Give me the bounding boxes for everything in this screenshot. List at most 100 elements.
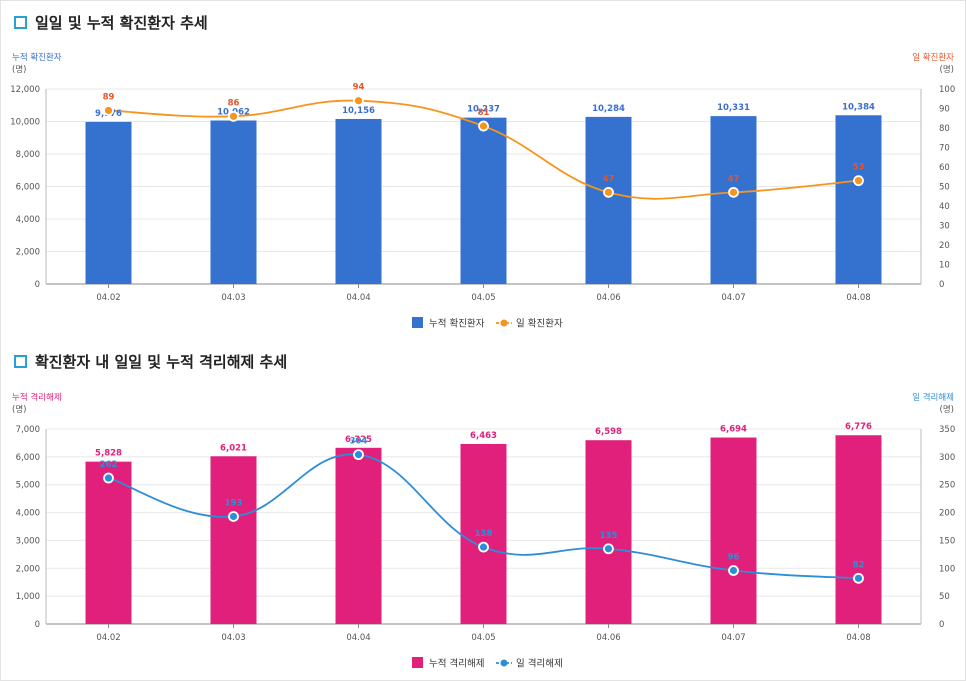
x-tick-label: 04.04 bbox=[346, 633, 370, 643]
legend-bar-swatch bbox=[412, 657, 423, 668]
line-data-label: 138 bbox=[475, 529, 493, 539]
bar bbox=[585, 116, 632, 284]
right-tick-label: 200 bbox=[939, 509, 955, 519]
right-tick-label: 20 bbox=[939, 241, 950, 251]
chart2-title: 확진환자 내 일일 및 누적 격리해제 추세 bbox=[14, 349, 287, 373]
left-tick-label: 12,000 bbox=[10, 85, 40, 95]
legend-line-marker bbox=[500, 319, 508, 327]
line-data-label: 82 bbox=[853, 560, 865, 570]
bar-data-label: 10,237 bbox=[467, 105, 500, 115]
bar-data-label: 6,694 bbox=[720, 425, 747, 435]
right-tick-label: 0 bbox=[939, 280, 944, 290]
bar bbox=[335, 118, 382, 284]
line-data-label: 47 bbox=[728, 174, 740, 184]
chart1: 누적 확진환자(명)일 확진환자(명)02,0004,0006,0008,000… bbox=[10, 52, 955, 330]
x-tick-label: 04.02 bbox=[96, 633, 120, 643]
line-data-label: 53 bbox=[853, 163, 865, 173]
legend-bar-swatch bbox=[412, 317, 423, 328]
left-tick-label: 2,000 bbox=[16, 248, 40, 258]
bar bbox=[710, 116, 757, 284]
left-tick-label: 10,000 bbox=[10, 118, 40, 128]
left-axis-title: 누적 확진환자 bbox=[12, 52, 62, 63]
bar bbox=[460, 443, 507, 624]
chart2-title-text: 확진환자 내 일일 및 누적 격리해제 추세 bbox=[35, 352, 288, 371]
x-tick-label: 04.07 bbox=[721, 293, 745, 303]
bar-data-label: 6,021 bbox=[220, 443, 247, 453]
right-axis-unit: (명) bbox=[940, 404, 954, 415]
left-tick-label: 6,000 bbox=[16, 453, 40, 463]
line-point bbox=[603, 186, 614, 198]
chart2: 누적 격리해제(명)일 격리해제(명)01,0002,0003,0004,000… bbox=[12, 392, 955, 670]
line-point bbox=[103, 105, 114, 116]
right-axis-title: 일 확진환자 bbox=[912, 52, 954, 63]
line-point bbox=[853, 572, 864, 584]
x-tick-label: 04.07 bbox=[721, 633, 745, 643]
bar-data-label: 6,325 bbox=[345, 435, 372, 445]
chart1-title: 일일 및 누적 확진환자 추세 bbox=[14, 10, 208, 34]
line-point bbox=[103, 472, 114, 484]
right-tick-label: 40 bbox=[939, 202, 950, 212]
x-tick-label: 04.06 bbox=[596, 633, 620, 643]
bar-data-label: 6,776 bbox=[845, 422, 872, 432]
bar bbox=[85, 121, 132, 284]
left-tick-label: 1,000 bbox=[16, 592, 40, 602]
left-axis-title: 누적 격리해제 bbox=[12, 392, 62, 403]
right-tick-label: 80 bbox=[939, 124, 950, 134]
line-point bbox=[853, 175, 864, 187]
left-tick-label: 6,000 bbox=[16, 183, 40, 193]
left-tick-label: 4,000 bbox=[16, 215, 40, 225]
line-point bbox=[353, 95, 364, 107]
right-axis-unit: (명) bbox=[940, 64, 954, 75]
chart1-title-text: 일일 및 누적 확진환자 추세 bbox=[35, 13, 208, 32]
line-point bbox=[478, 120, 489, 132]
right-tick-label: 50 bbox=[939, 592, 950, 602]
legend-line-label: 일 확진환자 bbox=[516, 318, 563, 330]
square-outline-icon bbox=[14, 354, 27, 368]
line-data-label: 86 bbox=[228, 98, 240, 108]
legend-line-marker bbox=[500, 659, 508, 667]
left-tick-label: 3,000 bbox=[16, 536, 40, 546]
x-tick-label: 04.04 bbox=[346, 293, 370, 303]
x-tick-label: 04.05 bbox=[471, 633, 495, 643]
bar bbox=[85, 461, 132, 624]
line-point bbox=[228, 511, 239, 522]
left-tick-label: 7,000 bbox=[16, 425, 40, 435]
bar bbox=[210, 456, 257, 624]
x-tick-label: 04.03 bbox=[221, 293, 245, 303]
line-point bbox=[353, 449, 364, 461]
bar bbox=[460, 117, 507, 285]
bar-data-label: 6,463 bbox=[470, 431, 497, 441]
bar bbox=[585, 440, 632, 624]
left-tick-label: 4,000 bbox=[16, 509, 40, 519]
right-tick-label: 300 bbox=[939, 453, 955, 463]
legend-line-label: 일 격리해제 bbox=[516, 658, 563, 670]
legend-bar-label: 누적 격리해제 bbox=[429, 658, 484, 670]
left-tick-label: 8,000 bbox=[16, 150, 40, 160]
line-point bbox=[478, 541, 489, 553]
bar bbox=[210, 120, 257, 285]
left-tick-label: 2,000 bbox=[16, 564, 40, 574]
line-point bbox=[603, 543, 614, 555]
x-tick-label: 04.05 bbox=[471, 293, 495, 303]
right-axis-title: 일 격리해제 bbox=[912, 392, 954, 403]
line-data-label: 96 bbox=[728, 553, 740, 563]
right-tick-label: 0 bbox=[939, 620, 944, 630]
bar bbox=[710, 437, 757, 624]
bar bbox=[335, 447, 382, 624]
right-tick-label: 100 bbox=[939, 85, 955, 95]
right-tick-label: 60 bbox=[939, 163, 950, 173]
legend-bar-label: 누적 확진환자 bbox=[429, 318, 485, 330]
x-tick-label: 04.08 bbox=[846, 293, 870, 303]
line-data-label: 94 bbox=[353, 83, 365, 93]
line-point bbox=[728, 186, 739, 198]
line-data-label: 47 bbox=[603, 174, 615, 184]
right-tick-label: 350 bbox=[939, 425, 955, 435]
bar-data-label: 10,384 bbox=[842, 102, 875, 112]
square-outline-icon bbox=[14, 15, 27, 29]
x-tick-label: 04.03 bbox=[221, 633, 245, 643]
bar-data-label: 10,156 bbox=[342, 106, 375, 116]
left-tick-label: 0 bbox=[35, 620, 40, 630]
right-tick-label: 50 bbox=[939, 183, 950, 193]
line-data-label: 89 bbox=[103, 92, 115, 102]
bar-data-label: 5,828 bbox=[95, 449, 122, 459]
